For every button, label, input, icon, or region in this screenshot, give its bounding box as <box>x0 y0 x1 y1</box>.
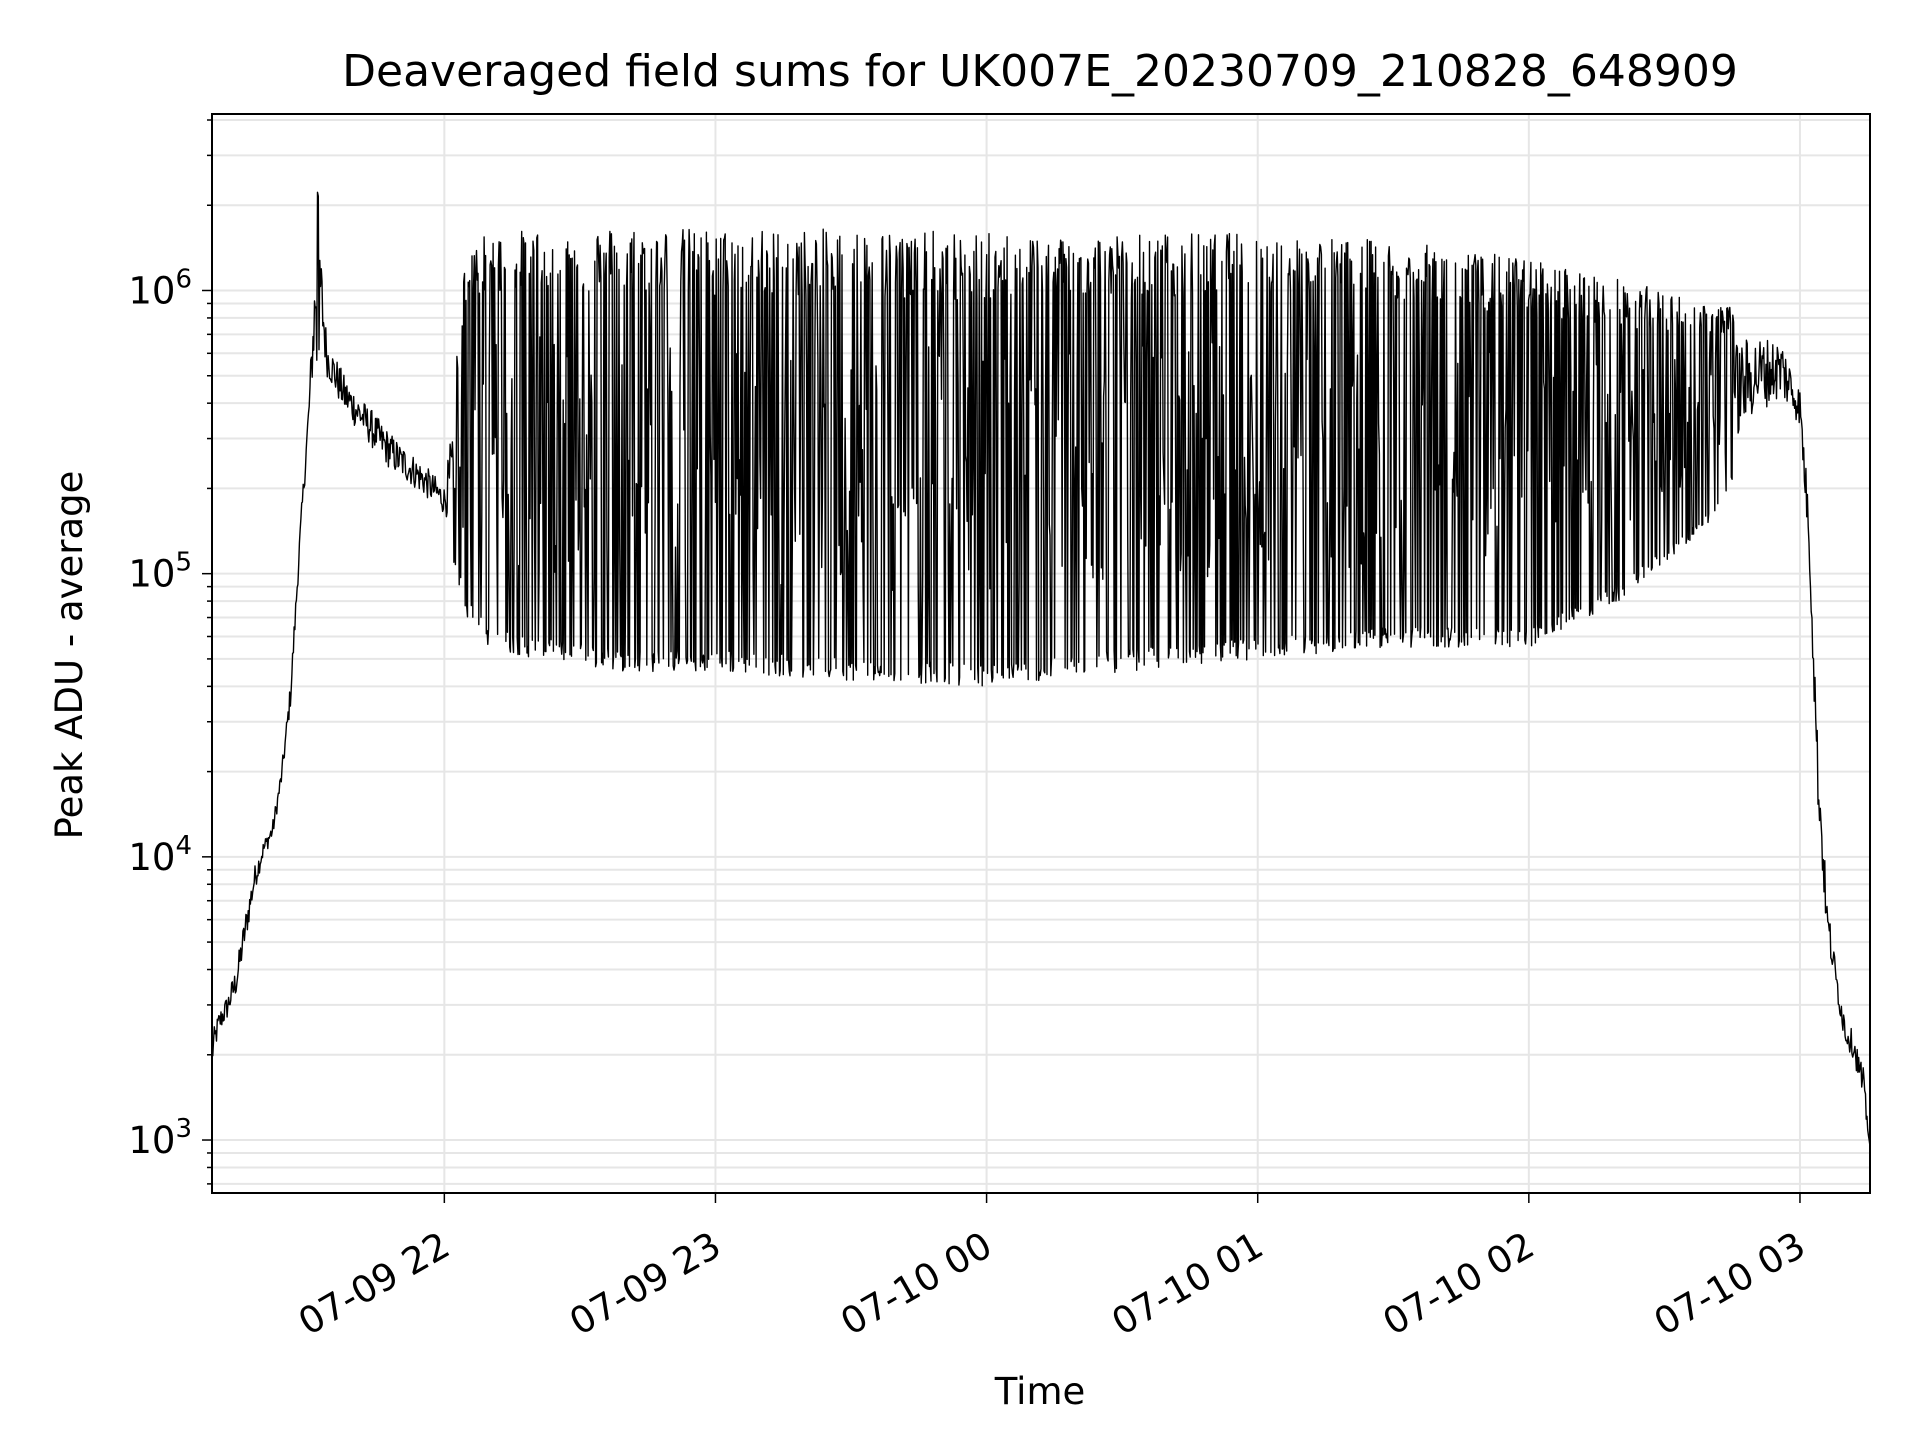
series-line <box>211 191 1871 1147</box>
y-tick-label: 104 <box>128 831 192 879</box>
y-tick-label: 106 <box>128 264 192 312</box>
y-tick-label-base: 10 <box>128 553 175 596</box>
y-tick-label-base: 10 <box>128 836 175 879</box>
y-tick-label-base: 10 <box>128 1119 175 1162</box>
y-axis-label: Peak ADU - average <box>48 471 91 840</box>
y-tick-label-exponent: 3 <box>175 1114 192 1144</box>
y-tick-label-exponent: 4 <box>175 831 192 861</box>
chart-title: Deaveraged field sums for UK007E_2023070… <box>342 46 1738 97</box>
plot-frame <box>211 113 1871 1194</box>
y-tick-label-exponent: 6 <box>175 264 192 294</box>
series-layer <box>211 191 1871 1147</box>
x-axis-label: Time <box>994 1370 1086 1413</box>
y-tick-label-exponent: 5 <box>175 548 192 578</box>
y-tick-label-base: 10 <box>128 269 175 312</box>
y-tick-label: 103 <box>128 1114 192 1162</box>
y-tick-label: 105 <box>128 548 192 596</box>
